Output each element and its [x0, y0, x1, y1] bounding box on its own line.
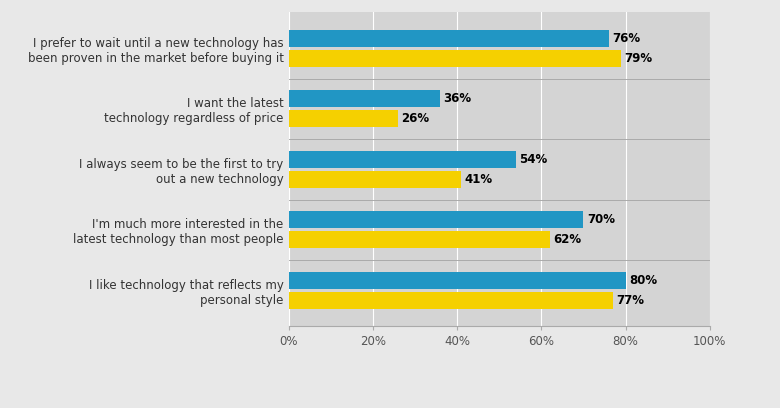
Bar	[289, 91, 440, 107]
Text: 80%: 80%	[629, 274, 657, 287]
Bar	[289, 50, 622, 67]
Text: 70%: 70%	[587, 213, 615, 226]
Text: 41%: 41%	[465, 173, 493, 186]
Bar	[289, 292, 613, 308]
Bar	[289, 272, 626, 288]
Text: 26%: 26%	[402, 112, 430, 125]
Text: 36%: 36%	[444, 93, 472, 105]
Text: 77%: 77%	[616, 294, 644, 307]
Text: 62%: 62%	[553, 233, 581, 246]
Text: 54%: 54%	[519, 153, 548, 166]
Bar	[289, 231, 550, 248]
Bar	[289, 171, 461, 188]
Text: 79%: 79%	[625, 52, 653, 65]
Text: 76%: 76%	[612, 32, 640, 45]
Bar	[289, 30, 608, 47]
Bar	[289, 111, 398, 127]
Bar	[289, 211, 583, 228]
Bar	[289, 151, 516, 168]
